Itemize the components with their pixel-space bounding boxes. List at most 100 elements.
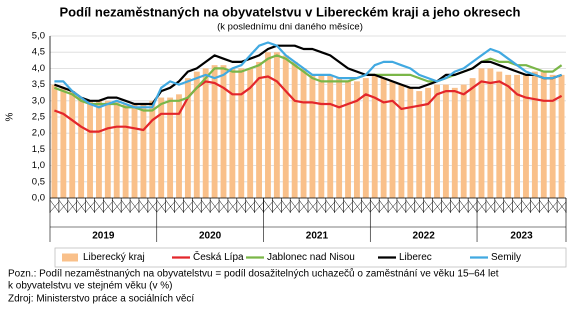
bar bbox=[211, 65, 218, 198]
bar bbox=[336, 78, 343, 198]
bar bbox=[60, 87, 67, 198]
x-tick-hatch bbox=[378, 199, 389, 213]
bar bbox=[238, 68, 245, 199]
x-tick-hatch bbox=[405, 201, 415, 213]
bar bbox=[469, 78, 476, 198]
x-tick-hatch bbox=[227, 201, 238, 213]
x-tick-hatch bbox=[245, 201, 255, 213]
x-tick-hatch bbox=[485, 199, 496, 213]
x-tick-hatch bbox=[290, 201, 300, 213]
bar bbox=[273, 52, 280, 199]
bar bbox=[327, 74, 334, 198]
bar bbox=[389, 81, 396, 198]
bar bbox=[265, 52, 271, 199]
x-tick-hatch bbox=[441, 199, 451, 213]
y-tick-label: 3,5 bbox=[32, 79, 45, 90]
year-label: 2022 bbox=[413, 231, 436, 242]
x-tick-hatch bbox=[414, 201, 424, 213]
legend-label: Liberecký kraj bbox=[83, 252, 145, 263]
x-tick-hatch bbox=[476, 201, 487, 213]
x-tick-hatch bbox=[120, 201, 131, 213]
bar bbox=[184, 78, 191, 198]
y-tick-label: 3,0 bbox=[32, 95, 45, 106]
x-tick-hatch bbox=[112, 201, 122, 213]
x-tick-hatch bbox=[67, 201, 77, 213]
x-tick-hatch bbox=[450, 201, 460, 213]
bar bbox=[202, 68, 209, 199]
x-tick-hatch bbox=[370, 201, 380, 213]
x-tick-hatch bbox=[432, 201, 442, 213]
x-tick-hatch bbox=[290, 199, 300, 213]
x-tick-hatch bbox=[156, 201, 166, 213]
x-tick-hatch bbox=[316, 201, 326, 213]
x-tick-hatch bbox=[138, 201, 149, 213]
bar bbox=[104, 100, 111, 198]
bar bbox=[416, 91, 423, 198]
x-tick-hatch bbox=[539, 201, 549, 213]
x-tick-hatch bbox=[67, 199, 77, 213]
bar bbox=[451, 87, 458, 198]
x-tick-hatch bbox=[503, 201, 513, 213]
x-tick-hatch bbox=[192, 201, 202, 213]
bar bbox=[496, 71, 503, 198]
chart-title: Podíl nezaměstnaných na obyvatelstvu v L… bbox=[60, 4, 521, 19]
x-tick-hatch bbox=[476, 199, 487, 213]
x-tick-hatch bbox=[192, 199, 202, 213]
legend-label: Liberec bbox=[399, 252, 432, 263]
x-tick-hatch bbox=[548, 201, 558, 213]
x-tick-hatch bbox=[387, 201, 398, 213]
x-tick-hatch bbox=[58, 201, 68, 213]
year-label: 2020 bbox=[199, 231, 222, 242]
x-tick-hatch bbox=[183, 199, 193, 213]
y-tick-label: 5,0 bbox=[32, 31, 45, 42]
x-tick-hatch bbox=[147, 199, 157, 213]
bar bbox=[371, 74, 378, 198]
bar bbox=[318, 74, 325, 198]
x-tick-hatch bbox=[361, 201, 371, 213]
bar bbox=[558, 74, 565, 198]
x-tick-hatch bbox=[530, 199, 540, 213]
bar bbox=[220, 65, 227, 198]
x-tick-hatch bbox=[209, 199, 220, 213]
x-tick-hatch bbox=[352, 199, 362, 213]
x-tick-hatch bbox=[165, 199, 175, 213]
x-tick-hatch bbox=[281, 199, 291, 213]
x-tick-hatch bbox=[423, 201, 433, 213]
x-tick-hatch bbox=[530, 201, 540, 213]
x-tick-hatch bbox=[370, 199, 380, 213]
x-tick-hatch bbox=[414, 199, 424, 213]
bar bbox=[87, 100, 93, 198]
bar bbox=[291, 61, 298, 198]
x-tick-hatch bbox=[539, 199, 549, 213]
x-tick-hatch bbox=[76, 201, 86, 213]
x-tick-hatch bbox=[485, 201, 496, 213]
legend-label: Semily bbox=[491, 252, 521, 263]
x-tick-hatch bbox=[307, 201, 318, 213]
legend-swatch bbox=[62, 253, 78, 262]
x-tick-hatch bbox=[556, 201, 567, 213]
x-tick-hatch bbox=[316, 199, 326, 213]
x-tick-hatch bbox=[405, 199, 415, 213]
bar bbox=[247, 68, 254, 199]
x-tick-hatch bbox=[227, 199, 238, 213]
y-tick-label: 0,0 bbox=[32, 193, 45, 204]
x-tick-hatch bbox=[209, 201, 220, 213]
x-tick-hatch bbox=[103, 199, 113, 213]
x-tick-hatch bbox=[103, 201, 113, 213]
chart-subtitle: (k poslednímu dni daného měsíce) bbox=[217, 22, 363, 33]
x-tick-hatch bbox=[343, 199, 353, 213]
y-tick-label: 4,0 bbox=[32, 63, 45, 74]
x-tick-hatch bbox=[272, 199, 282, 213]
x-tick-hatch bbox=[503, 199, 513, 213]
x-tick-hatch bbox=[334, 199, 344, 213]
y-tick-label: 2,5 bbox=[32, 112, 45, 123]
x-tick-hatch bbox=[396, 199, 407, 213]
bar bbox=[425, 87, 432, 198]
bar bbox=[176, 94, 182, 198]
bar bbox=[345, 81, 351, 198]
x-tick-hatch bbox=[94, 201, 104, 213]
x-tick-hatch bbox=[263, 201, 273, 213]
x-tick-hatch bbox=[112, 199, 122, 213]
x-tick-hatch bbox=[120, 199, 131, 213]
x-tick-hatch bbox=[129, 201, 140, 213]
